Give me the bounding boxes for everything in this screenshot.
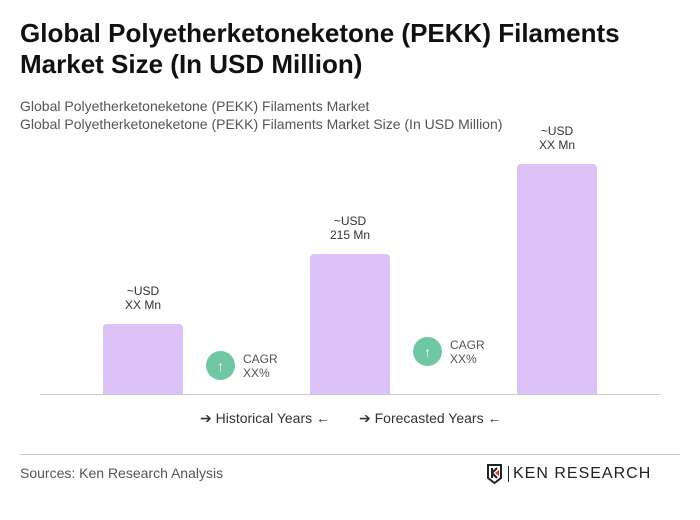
source-text: Sources: Ken Research Analysis — [20, 465, 224, 481]
legend-forecasted: ➔ Forecasted Years ← — [359, 410, 502, 426]
divider — [20, 454, 680, 455]
bar — [310, 254, 390, 394]
cagr-value: XX% — [243, 365, 270, 380]
data-label: ~USD XX Mn — [93, 284, 193, 312]
cagr-label: CAGR — [243, 351, 278, 366]
data-label: ~USD 215 Mn — [300, 214, 400, 242]
data-label-line: ~USD — [333, 214, 367, 228]
arrow-up-icon: ↑ — [413, 337, 442, 366]
cagr-badge: ↑ CAGR XX% — [206, 351, 278, 380]
x-axis — [40, 394, 660, 395]
cagr-value: XX% — [450, 351, 477, 366]
ken-research-logo: KEN RESEARCH — [486, 464, 651, 484]
logo-text: KEN RESEARCH — [513, 465, 652, 482]
data-label-line: XX Mn — [124, 298, 161, 312]
data-label: ~USD XX Mn — [507, 124, 607, 152]
arrow-up-icon: ↑ — [206, 351, 235, 380]
legend-label: Historical Years — [215, 410, 313, 426]
cagr-badge: ↑ CAGR XX% — [413, 337, 485, 366]
data-label-line: XX Mn — [538, 138, 575, 152]
data-label-line: ~USD — [540, 124, 574, 138]
page-title: Global Polyetherketoneketone (PEKK) Fila… — [20, 18, 620, 79]
ken-logo-icon — [487, 464, 502, 484]
legend-label: Forecasted Years — [374, 410, 484, 426]
bar — [517, 164, 597, 394]
legend-historical: ➔ Historical Years ← — [200, 410, 331, 426]
data-label-line: ~USD — [126, 284, 160, 298]
data-label-line: 215 Mn — [329, 228, 371, 242]
bar — [103, 324, 183, 394]
cagr-label: CAGR — [450, 337, 485, 352]
chart-subtitle: Global Polyetherketoneketone (PEKK) Fila… — [20, 98, 370, 114]
chart-subtitle-2: Global Polyetherketoneketone (PEKK) Fila… — [20, 116, 503, 132]
